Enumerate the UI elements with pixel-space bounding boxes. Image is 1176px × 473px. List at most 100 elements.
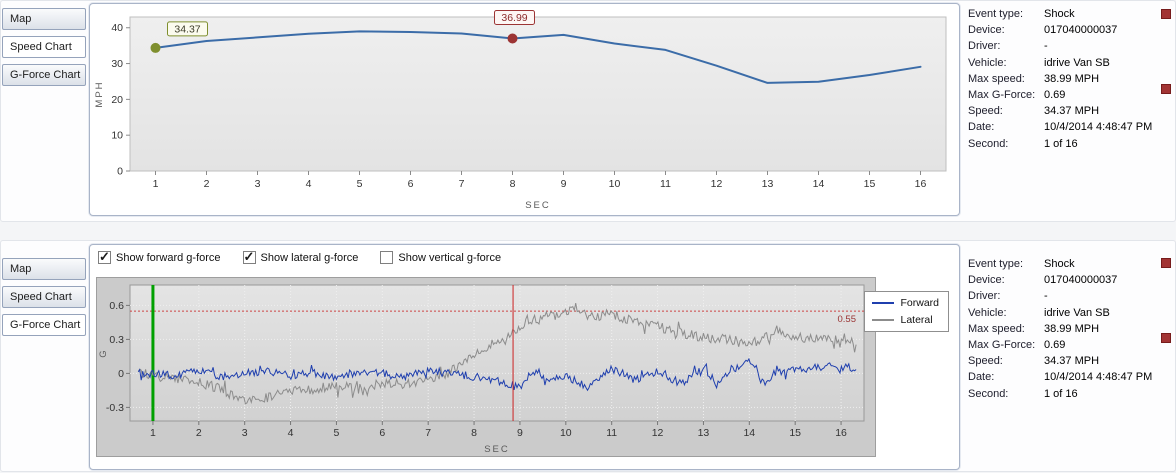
info-label: Max speed:: [968, 322, 1025, 335]
lateral-line-sample-icon: [872, 319, 895, 321]
checkbox-icon[interactable]: [242, 249, 256, 265]
svg-text:13: 13: [698, 427, 710, 439]
info-value: 017040000037: [1044, 24, 1118, 37]
svg-text:34.37: 34.37: [174, 23, 200, 35]
svg-text:0.6: 0.6: [109, 300, 124, 312]
svg-text:3: 3: [255, 178, 261, 190]
info-value: 34.37 MPH: [1044, 355, 1100, 368]
info-value: -: [1044, 40, 1048, 53]
checkbox-show-vertical-gforce[interactable]: Show vertical g-force: [380, 251, 501, 264]
checkbox-show-lateral-gforce[interactable]: Show lateral g-force: [242, 249, 359, 265]
checkbox-show-forward-gforce[interactable]: Show forward g-force: [98, 249, 221, 265]
info-label: Second:: [968, 387, 1009, 400]
info-label: Device:: [968, 274, 1005, 287]
red-square-icon[interactable]: [1161, 333, 1171, 343]
info-label: Max G-Force:: [968, 338, 1036, 351]
svg-text:8: 8: [510, 178, 516, 190]
info-label: Speed:: [968, 355, 1003, 368]
svg-text:13: 13: [762, 178, 774, 190]
svg-text:-0.3: -0.3: [106, 402, 124, 414]
info-value: 10/4/2014 4:48:47 PM: [1044, 121, 1153, 134]
svg-text:7: 7: [459, 178, 465, 190]
info-value: 38.99 MPH: [1044, 72, 1100, 85]
svg-text:MPH: MPH: [94, 80, 105, 107]
svg-text:7: 7: [425, 427, 431, 439]
red-square-icon[interactable]: [1161, 84, 1171, 94]
svg-text:5: 5: [357, 178, 363, 190]
info-label: Max G-Force:: [968, 88, 1036, 101]
svg-text:40: 40: [111, 22, 123, 34]
svg-text:15: 15: [789, 427, 801, 439]
svg-text:14: 14: [813, 178, 825, 190]
info-label: Max speed:: [968, 72, 1025, 85]
info-value: Shock: [1044, 8, 1075, 20]
svg-text:0.3: 0.3: [109, 334, 124, 346]
checkbox-icon[interactable]: [380, 251, 394, 264]
svg-text:4: 4: [306, 178, 312, 190]
info-value: 1 of 16: [1044, 137, 1078, 150]
svg-text:12: 12: [652, 427, 664, 439]
svg-text:11: 11: [606, 427, 617, 439]
gforce-display-options: Show forward g-force Show lateral g-forc…: [98, 249, 501, 265]
info-label: Second:: [968, 137, 1009, 150]
tab-speed-chart-bottom[interactable]: Speed Chart: [2, 286, 86, 308]
legend-item-lateral: Lateral: [872, 314, 939, 326]
info-value: -: [1044, 290, 1048, 303]
tab-gforce-chart-bottom[interactable]: G-Force Chart: [2, 314, 86, 336]
checkbox-label: Show lateral g-force: [260, 251, 359, 264]
svg-text:15: 15: [864, 178, 876, 190]
svg-text:G: G: [98, 348, 109, 357]
tab-gforce-chart-top[interactable]: G-Force Chart: [2, 64, 86, 86]
svg-text:0: 0: [118, 368, 124, 380]
svg-text:4: 4: [288, 427, 294, 439]
svg-text:20: 20: [111, 94, 123, 106]
checkbox-label: Show vertical g-force: [398, 251, 502, 264]
chart-legend: Forward Lateral: [864, 291, 949, 332]
checkbox-icon[interactable]: [98, 249, 111, 265]
info-value: 38.99 MPH: [1044, 322, 1100, 335]
info-value: 017040000037: [1044, 274, 1118, 287]
tab-list-top: Map Speed Chart G-Force Chart: [2, 8, 86, 86]
svg-text:36.99: 36.99: [501, 12, 527, 24]
info-label: Date:: [968, 371, 995, 384]
svg-text:10: 10: [111, 130, 123, 142]
tab-map-top[interactable]: Map: [2, 8, 86, 30]
svg-text:1: 1: [150, 427, 156, 439]
info-value: 10/4/2014 4:48:47 PM: [1044, 371, 1153, 384]
svg-text:2: 2: [196, 427, 202, 439]
red-square-icon[interactable]: [1161, 9, 1171, 19]
svg-text:5: 5: [334, 427, 340, 439]
svg-text:10: 10: [609, 178, 621, 190]
svg-text:16: 16: [915, 178, 927, 190]
svg-text:10: 10: [560, 427, 572, 439]
tab-speed-chart-top[interactable]: Speed Chart: [2, 36, 86, 58]
svg-text:1: 1: [153, 178, 159, 190]
svg-text:2: 2: [204, 178, 210, 190]
legend-label: Lateral: [900, 314, 933, 326]
info-label: Event type:: [968, 8, 1024, 20]
info-value: idrive Van SB: [1044, 56, 1110, 69]
gforce-chart-canvas[interactable]: -0.300.30.61 2 3 4 5 6 7 8 9 10 11 12 13 14 15 16GSEC0.…: [96, 277, 876, 457]
info-value: 0.69: [1044, 338, 1066, 351]
event-info-panel-bottom: Event type: Shock Device: 017040000037 Dri…: [968, 258, 1168, 400]
info-value: 34.37 MPH: [1044, 105, 1100, 118]
info-label: Driver:: [968, 40, 1001, 53]
svg-text:3: 3: [242, 427, 248, 439]
svg-text:6: 6: [379, 427, 385, 439]
forward-line-sample-icon: [872, 302, 895, 304]
info-label: Device:: [968, 24, 1005, 37]
info-value: Shock: [1044, 258, 1075, 270]
svg-text:8: 8: [471, 427, 477, 439]
red-square-icon[interactable]: [1161, 258, 1171, 268]
legend-item-forward: Forward: [872, 297, 939, 309]
svg-text:14: 14: [743, 427, 755, 439]
svg-text:0.55: 0.55: [838, 314, 857, 325]
tab-map-bottom[interactable]: Map: [2, 258, 86, 280]
info-label: Driver:: [968, 290, 1001, 303]
checkbox-label: Show forward g-force: [116, 251, 221, 264]
info-value: 1 of 16: [1044, 387, 1078, 400]
svg-text:9: 9: [561, 178, 567, 190]
svg-text:SEC: SEC: [484, 444, 510, 455]
